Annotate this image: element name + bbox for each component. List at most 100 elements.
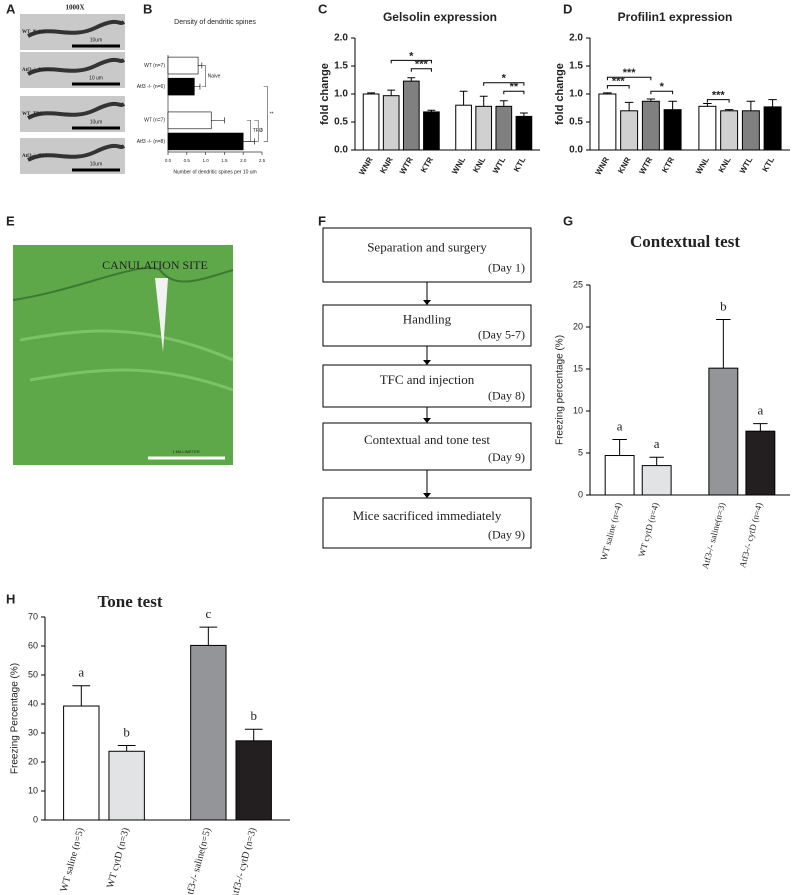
flow-step: [322, 304, 532, 347]
y-tick-label: 15: [573, 363, 583, 373]
error-bar: [479, 95, 488, 107]
y-axis-label: fold change: [319, 63, 331, 125]
flow-step-day: (Day 9): [488, 527, 525, 541]
error-bar: [117, 744, 136, 752]
significance-bracket: [483, 82, 525, 86]
bar: [362, 93, 380, 151]
significance-bracket: [263, 86, 268, 142]
error-bar: [624, 101, 634, 111]
y-tick-label: 60: [28, 640, 38, 650]
panel-letter: H: [6, 591, 15, 606]
chart-title: Tone test: [97, 592, 162, 611]
error-bar: [668, 100, 677, 110]
chart-title: Profilin1 expression: [618, 10, 733, 24]
y-tick-label: Atf3 -/- (n=8): [137, 139, 166, 145]
y-tick-label: 20: [28, 756, 38, 766]
flow-arrowhead: [423, 360, 431, 365]
error-bar: [724, 109, 734, 111]
y-tick-label: Atf3 -/- (n=6): [137, 84, 166, 90]
significance-label: *: [502, 73, 507, 85]
group-letter: b: [720, 298, 727, 313]
bar: [235, 740, 272, 821]
significance-label: ***: [623, 67, 637, 79]
significance-label: ***: [612, 76, 626, 88]
error-bar: [746, 100, 756, 111]
brain-image: [13, 245, 233, 465]
significance-label: #: [260, 128, 263, 134]
y-tick-label: 0.5: [569, 117, 583, 128]
group-letter: b: [250, 708, 257, 723]
flow-step-text: Contextual and tone test: [364, 432, 490, 447]
bar: [604, 455, 635, 496]
micrograph-label: WT_TFC: [22, 112, 43, 117]
error-bar: [427, 109, 436, 112]
flow-step-day: (Day 5-7): [478, 328, 525, 342]
y-tick-label: 30: [28, 727, 38, 737]
dendrite: [27, 101, 126, 120]
panel-letter: A: [6, 1, 16, 16]
flow-arrowhead: [423, 300, 431, 305]
bar: [108, 750, 145, 821]
y-axis-label: fold change: [554, 63, 566, 125]
chart-title: Gelsolin expression: [383, 10, 497, 24]
flow-step: [322, 422, 532, 471]
y-tick-label: 0.0: [334, 145, 348, 156]
error-bar: [768, 99, 777, 107]
error-bar: [716, 318, 731, 369]
y-tick-label: 1.0: [569, 89, 583, 100]
group-letter: a: [654, 436, 660, 451]
error-bar: [407, 77, 416, 82]
bar: [720, 110, 739, 151]
y-tick-label: 70: [28, 611, 38, 621]
cannula-arrow: [155, 278, 168, 352]
x-tick-label: 2.5: [259, 158, 266, 163]
y-tick-label: 2.0: [334, 33, 348, 44]
error-bar: [194, 83, 201, 90]
scale-label: 10um: [90, 37, 103, 43]
bar: [63, 705, 100, 821]
micrograph-label: Atf3-/-_Naive: [22, 68, 52, 73]
dendrite: [27, 57, 126, 76]
significance-label: TFC: [253, 128, 263, 134]
x-tick-label: 2.0: [240, 158, 247, 163]
tissue-fold: [12, 267, 234, 301]
significance-bracket: [503, 90, 525, 95]
bar: [495, 105, 513, 151]
scale-label: 10um: [90, 119, 103, 125]
flow-step: [322, 497, 532, 549]
error-bar: [244, 728, 263, 741]
significance-label: *: [409, 50, 414, 62]
y-tick-label: 20: [573, 321, 583, 331]
y-tick-label: 10: [573, 405, 583, 415]
bar: [167, 56, 199, 75]
x-tick-label: 0.0: [165, 158, 172, 163]
tissue-fold: [19, 329, 234, 392]
panel-letter: G: [563, 213, 573, 228]
error-bar: [703, 103, 712, 107]
flow-step-text: TFC and injection: [380, 372, 475, 387]
bar: [515, 115, 533, 151]
error-bar: [603, 92, 612, 94]
y-tick-label: 25: [573, 279, 583, 289]
flow-arrowhead: [423, 418, 431, 423]
error-bar: [519, 112, 528, 117]
error-bar: [72, 685, 91, 707]
panel-letter: B: [143, 1, 152, 16]
significance-bracket: [390, 59, 432, 64]
bar: [455, 104, 472, 151]
y-tick-label: 40: [28, 698, 38, 708]
y-tick-label: 0: [578, 489, 583, 499]
bar: [708, 367, 739, 496]
y-tick-label: 1.0: [334, 89, 348, 100]
flow-step-day: (Day 8): [488, 388, 525, 402]
flow-step-text: Handling: [403, 312, 452, 327]
y-tick-label: 50: [28, 669, 38, 679]
group-letter: a: [757, 403, 763, 418]
panel-letter: C: [318, 1, 328, 16]
flow-step-text: Mice sacrificed immediately: [353, 508, 502, 523]
dendrite: [27, 19, 126, 38]
y-tick-label: 5: [578, 447, 583, 457]
panel-letter: E: [6, 213, 15, 228]
error-bar: [199, 626, 218, 646]
error-bar: [367, 92, 376, 94]
